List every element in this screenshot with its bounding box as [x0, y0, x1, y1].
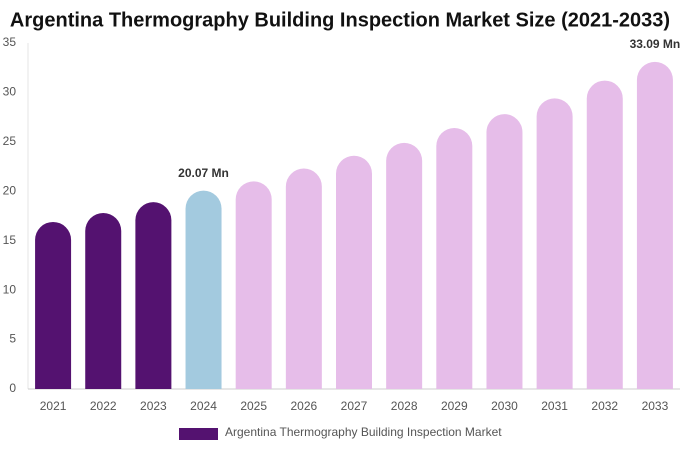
y-tick-label: 35	[3, 35, 17, 49]
y-tick-label: 0	[9, 381, 16, 395]
x-tick-label: 2023	[140, 399, 167, 413]
x-tick-label: 2031	[541, 399, 568, 413]
y-tick-label: 15	[3, 233, 17, 247]
y-tick-label: 30	[3, 85, 17, 99]
y-tick-label: 25	[3, 134, 17, 148]
x-tick-label: 2028	[391, 399, 418, 413]
y-tick-label: 10	[3, 282, 17, 296]
x-tick-label: 2033	[642, 399, 669, 413]
x-tick-label: 2027	[341, 399, 368, 413]
chart-title: Argentina Thermography Building Inspecti…	[10, 9, 670, 31]
x-tick-label: 2022	[90, 399, 117, 413]
bar	[85, 213, 122, 389]
x-tick-label: 2024	[190, 399, 217, 413]
x-tick-label: 2029	[441, 399, 468, 413]
y-tick-label: 5	[9, 332, 16, 346]
y-tick-label: 20	[3, 183, 17, 197]
x-tick-label: 2032	[591, 399, 618, 413]
bar	[135, 202, 172, 389]
bar	[586, 80, 623, 390]
bar	[285, 168, 322, 389]
legend-swatch	[179, 428, 218, 440]
x-tick-label: 2021	[40, 399, 67, 413]
bar	[536, 98, 573, 390]
bar	[185, 190, 222, 389]
value-label: 33.09 Mn	[630, 37, 680, 51]
bar	[386, 142, 423, 389]
bar	[636, 61, 673, 389]
bar	[486, 114, 523, 390]
bar	[436, 128, 473, 389]
x-tick-label: 2025	[240, 399, 267, 413]
x-tick-label: 2030	[491, 399, 518, 413]
bar	[235, 181, 272, 389]
x-tick-label: 2026	[290, 399, 317, 413]
legend-label: Argentina Thermography Building Inspecti…	[225, 425, 502, 439]
bar	[336, 155, 372, 389]
bar	[35, 221, 72, 389]
value-label: 20.07 Mn	[178, 166, 229, 180]
